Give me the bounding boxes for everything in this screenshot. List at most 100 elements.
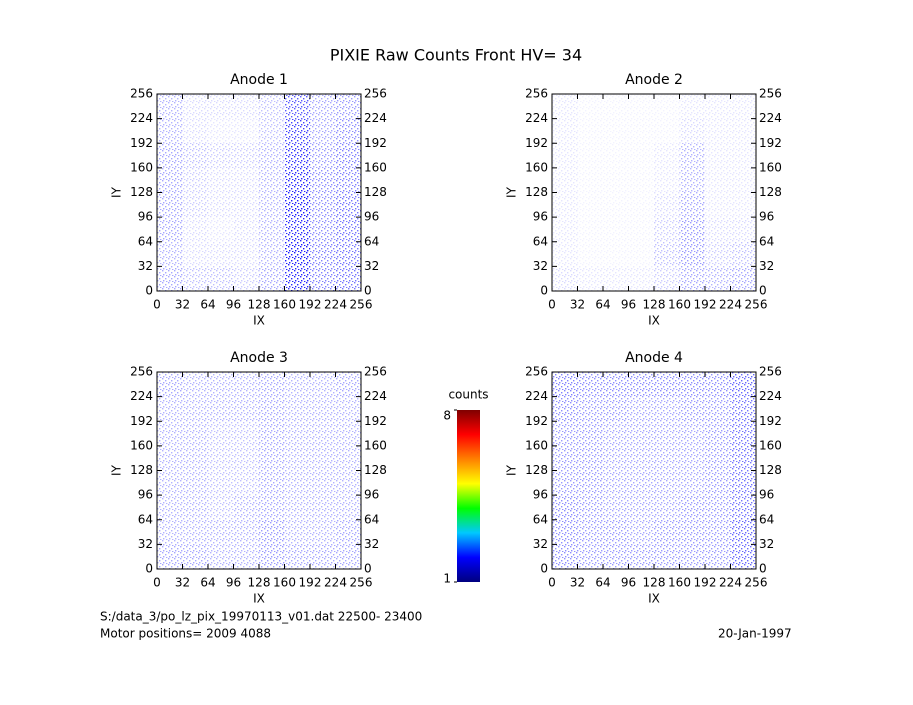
density-cell (259, 241, 285, 267)
y-tick-label: 256 (130, 87, 153, 101)
density-cell (310, 519, 336, 545)
density-cell (233, 519, 259, 545)
density-cell (259, 94, 285, 119)
x-axis-label: IX (253, 592, 265, 606)
y-tick-label: 64 (533, 234, 548, 248)
y-tick-label-right: 128 (364, 185, 387, 199)
x-tick-label: 64 (595, 576, 610, 590)
colorbar-tick-label: 8 (443, 409, 451, 423)
density-cell (679, 519, 705, 545)
density-cell (603, 421, 629, 446)
density-cell (730, 94, 756, 119)
density-cell (705, 118, 731, 144)
density-cell (182, 143, 208, 168)
density-cell (730, 519, 756, 545)
density-cell (628, 241, 654, 267)
x-tick-label: 0 (548, 576, 556, 590)
density-cell (157, 396, 183, 422)
density-cell (208, 495, 234, 520)
density-cell (157, 372, 183, 397)
density-cell (577, 94, 603, 119)
density-cell (157, 266, 183, 291)
y-axis-label: IY (505, 464, 519, 476)
colorbar (457, 410, 480, 582)
density-cell (552, 241, 578, 267)
density-cell (705, 470, 731, 496)
density-cell (233, 544, 259, 569)
density-cell (208, 167, 234, 193)
density-cell (654, 143, 680, 168)
density-cell (730, 167, 756, 193)
density-cell (233, 241, 259, 267)
density-cell (603, 94, 629, 119)
density-cell (259, 544, 285, 569)
density-cell (259, 445, 285, 471)
density-cell (603, 143, 629, 168)
density-cell (577, 192, 603, 218)
x-tick-label: 32 (570, 576, 585, 590)
density-cell (730, 421, 756, 446)
density-cell (654, 266, 680, 291)
y-tick-label: 128 (130, 185, 153, 199)
y-axis-label: IY (110, 464, 124, 476)
x-tick-label: 32 (175, 576, 190, 590)
density-cell (603, 544, 629, 569)
density-cell (310, 118, 336, 144)
density-cell (157, 217, 183, 242)
density-cell (628, 118, 654, 144)
density-cell (157, 167, 183, 193)
density-cell (284, 94, 310, 119)
density-cell (233, 396, 259, 422)
density-cell (259, 495, 285, 520)
density-cell (679, 192, 705, 218)
y-tick-label-right: 160 (759, 438, 782, 452)
x-tick-label: 128 (248, 576, 271, 590)
y-tick-label: 64 (138, 234, 153, 248)
x-axis-label: IX (253, 314, 265, 328)
density-cell (577, 372, 603, 397)
x-tick-label: 224 (719, 576, 742, 590)
x-tick-label: 224 (719, 298, 742, 312)
x-tick-label: 192 (299, 576, 322, 590)
density-cell (157, 445, 183, 471)
y-tick-label: 128 (525, 463, 548, 477)
density-cell (259, 372, 285, 397)
density-cell (730, 241, 756, 267)
density-cell (335, 445, 361, 471)
y-tick-label-right: 96 (364, 488, 379, 502)
x-tick-label: 0 (548, 298, 556, 312)
y-tick-label: 32 (138, 537, 153, 551)
density-cell (284, 241, 310, 267)
density-cell (335, 421, 361, 446)
density-cell (705, 241, 731, 267)
density-cell (654, 544, 680, 569)
x-tick-label: 96 (226, 298, 241, 312)
y-tick-label-right: 32 (759, 259, 774, 273)
density-cell (259, 143, 285, 168)
y-tick-label-right: 96 (364, 210, 379, 224)
density-cell (233, 217, 259, 242)
density-cell (259, 470, 285, 496)
density-cell (679, 118, 705, 144)
density-cell (208, 445, 234, 471)
x-tick-label: 256 (350, 298, 373, 312)
x-tick-label: 192 (299, 298, 322, 312)
density-cell (182, 396, 208, 422)
density-cell (603, 519, 629, 545)
density-cell (603, 445, 629, 471)
density-cell (310, 470, 336, 496)
y-tick-label: 192 (130, 136, 153, 150)
density-cell (730, 544, 756, 569)
motor-info: Motor positions= 2009 4088 (100, 627, 271, 641)
density-cell (552, 94, 578, 119)
x-tick-label: 128 (248, 298, 271, 312)
density-cell (335, 470, 361, 496)
density-cell (705, 495, 731, 520)
density-cell (577, 470, 603, 496)
density-cell (157, 118, 183, 144)
density-cell (157, 241, 183, 267)
density-cell (310, 396, 336, 422)
y-tick-label: 224 (130, 389, 153, 403)
density-cell (182, 495, 208, 520)
density-cell (552, 495, 578, 520)
